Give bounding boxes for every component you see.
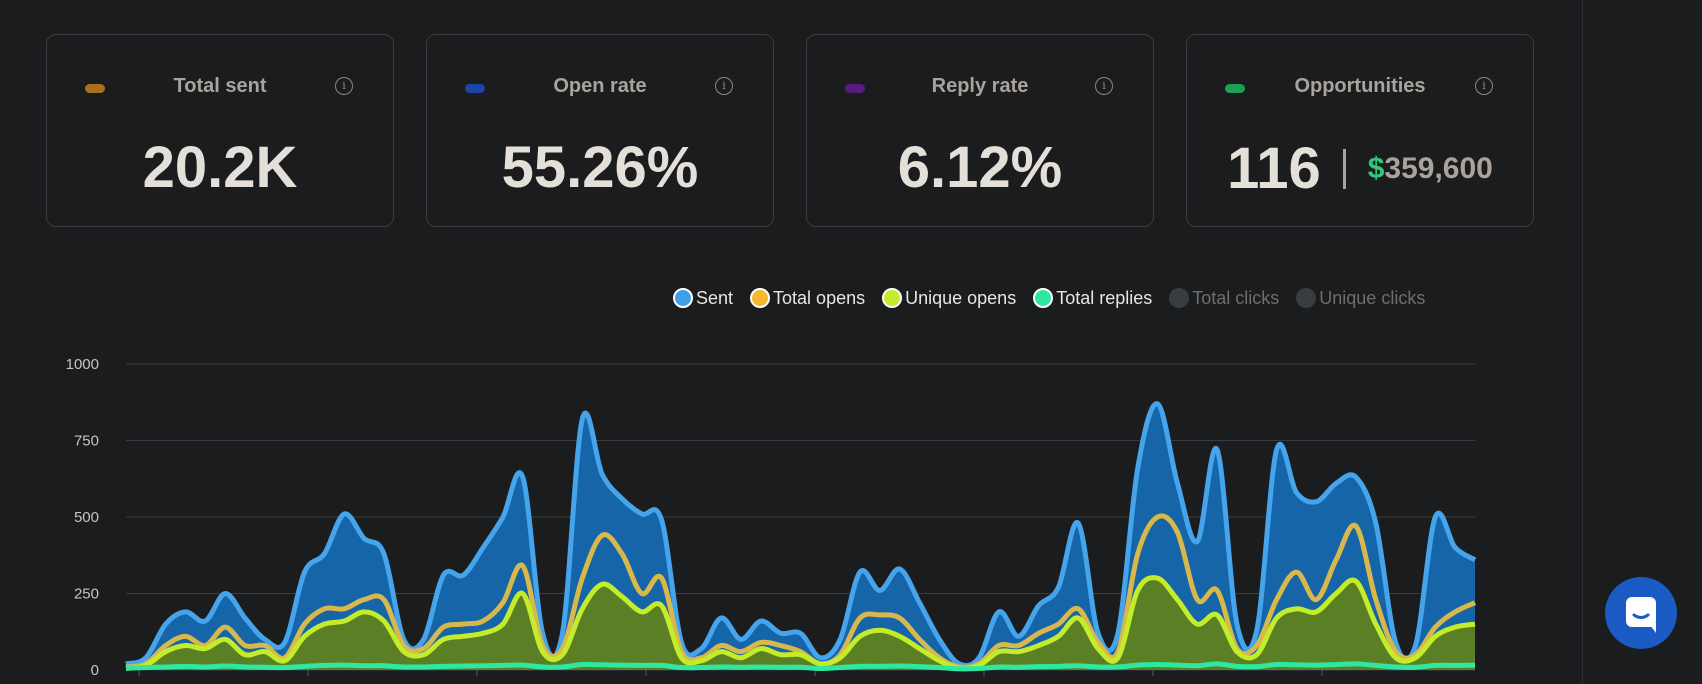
- legend-item-total-clicks[interactable]: Total clicks: [1169, 288, 1279, 309]
- legend-label: Sent: [696, 287, 734, 308]
- legend-label: Unique clicks: [1319, 287, 1426, 308]
- opportunities-value: 116 $ 359,600: [1187, 139, 1533, 199]
- stat-value: 20.2K: [142, 135, 298, 200]
- legend-label: Total opens: [773, 287, 866, 308]
- activity-area-chart: 0 250 500 750 1000: [66, 356, 1477, 679]
- legend-swatch: [750, 288, 771, 308]
- stat-title: Opportunities: [1294, 75, 1426, 97]
- stat-value: 6.12%: [897, 135, 1063, 200]
- y-tick-label: 500: [74, 509, 99, 526]
- y-tick-label: 750: [74, 433, 99, 450]
- y-tick-label: 250: [74, 586, 99, 603]
- legend-label: Total clicks: [1192, 287, 1280, 308]
- legend-item-unique-opens[interactable]: Unique opens: [882, 288, 1016, 309]
- stat-title: Total sent: [173, 75, 267, 97]
- stat-card-total-sent: Total sent i 20.2K: [46, 34, 394, 227]
- opportunities-amount: $ 359,600: [1368, 152, 1493, 186]
- stat-title: Open rate: [553, 75, 647, 97]
- chat-icon: [1626, 597, 1656, 633]
- legend-swatch: [1169, 288, 1190, 308]
- y-tick-label: 0: [91, 662, 99, 679]
- series-line-sent[interactable]: [125, 401, 1477, 669]
- opportunities-color-dot: [1225, 84, 1245, 93]
- legend-swatch: [673, 288, 693, 308]
- y-tick-label: 1000: [66, 356, 99, 373]
- legend-item-unique-clicks[interactable]: Unique clicks: [1296, 288, 1425, 309]
- value-separator: [1342, 149, 1346, 189]
- opportunities-count: 116: [1227, 136, 1321, 201]
- series-line-total-opens[interactable]: [125, 513, 1477, 670]
- chart-legend: Sent Total opens Unique opens Total repl…: [673, 286, 1442, 310]
- total-sent-color-dot: [85, 84, 105, 93]
- legend-swatch: [1033, 288, 1054, 308]
- stat-card-reply-rate: Reply rate i 6.12%: [806, 34, 1154, 227]
- legend-swatch: [882, 288, 903, 308]
- legend-item-sent[interactable]: Sent: [673, 288, 733, 309]
- series-area-unique-opens: [126, 577, 1475, 670]
- stat-title: Reply rate: [931, 75, 1029, 97]
- series-line-unique-opens[interactable]: [125, 575, 1476, 672]
- reply-rate-color-dot: [845, 84, 865, 93]
- stat-card-opportunities: Opportunities i 116 $ 359,600: [1186, 34, 1534, 227]
- stat-card-open-rate: Open rate i 55.26%: [426, 34, 774, 227]
- info-icon[interactable]: i: [335, 77, 353, 95]
- chat-launcher-button[interactable]: [1605, 577, 1677, 649]
- legend-label: Total replies: [1056, 287, 1153, 308]
- stat-value: 55.26%: [501, 135, 699, 200]
- legend-item-total-replies[interactable]: Total replies: [1033, 288, 1152, 309]
- dollar-icon: $: [1367, 152, 1385, 185]
- amount-value: 359,600: [1384, 152, 1493, 185]
- series-line-total-replies[interactable]: [125, 661, 1476, 672]
- legend-swatch: [1296, 288, 1317, 308]
- info-icon[interactable]: i: [1475, 77, 1493, 95]
- legend-label: Unique opens: [905, 287, 1017, 308]
- legend-item-total-opens[interactable]: Total opens: [750, 288, 865, 309]
- open-rate-color-dot: [465, 84, 485, 93]
- info-icon[interactable]: i: [715, 77, 733, 95]
- info-icon[interactable]: i: [1095, 77, 1113, 95]
- panel-divider: [1582, 0, 1583, 684]
